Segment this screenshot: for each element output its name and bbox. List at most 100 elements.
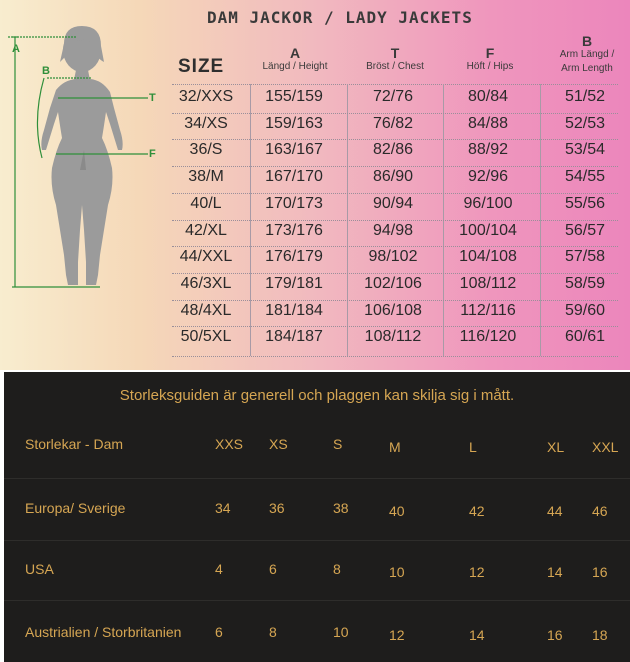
column-letter: A (289, 45, 301, 61)
row-divider (172, 139, 618, 141)
measurement-cell: 72/76 (372, 88, 414, 105)
body-measurement-figure: A B T F (8, 26, 156, 288)
measurement-cell: 155/159 (265, 88, 323, 105)
measurement-cell: 90/94 (372, 194, 414, 212)
size-label: XXS (215, 436, 244, 452)
size-cell: 44/XXL (179, 248, 233, 266)
measurement-cell: 80/84 (467, 88, 509, 105)
measurement-cell: 86/90 (372, 168, 414, 186)
row-divider (4, 600, 630, 601)
measurement-cell: 181/184 (265, 301, 323, 319)
measurement-cell: 104/108 (459, 248, 517, 266)
measurement-cell: 88/92 (467, 141, 509, 159)
measurement-cell: 159/163 (265, 114, 323, 132)
size-cell: 48/4XL (180, 301, 232, 319)
row-divider (172, 272, 618, 274)
measurement-cell: 59/60 (564, 301, 606, 319)
measurement-cell: 94/98 (372, 221, 414, 239)
measurement-cell: 92/96 (467, 168, 509, 186)
measurement-cell: 106/108 (364, 301, 422, 319)
measurement-cell: 102/106 (364, 274, 422, 292)
size-cell: 40/L (190, 194, 222, 212)
measurement-cell: 170/173 (265, 194, 323, 212)
size-value: 40 (389, 503, 405, 519)
column-header-chest: T Bröst / Chest (355, 46, 435, 74)
size-value: 36 (269, 500, 285, 516)
measurement-cell: 57/58 (564, 248, 606, 266)
measurement-cell: 58/59 (564, 274, 606, 292)
chart-title: DAM JACKOR / LADY JACKETS (207, 8, 473, 27)
row-divider (172, 219, 618, 221)
measurement-cell: 52/53 (564, 114, 606, 132)
size-cell: 38/M (188, 168, 224, 186)
size-value: 10 (389, 564, 405, 580)
size-cell: 32/XXS (178, 88, 234, 105)
figure-label-f: F (149, 148, 156, 160)
region-label: Europa/ Sverige (25, 500, 126, 516)
size-label: L (469, 439, 477, 455)
figure-label-t: T (149, 92, 156, 104)
measurement-cell: 179/181 (265, 274, 323, 292)
column-label: Höft / Hips (466, 61, 514, 72)
measurement-cell: 112/116 (460, 301, 516, 319)
size-value: 14 (547, 564, 563, 580)
size-value: 44 (547, 503, 563, 519)
measurement-cell: 167/170 (265, 168, 323, 186)
size-value: 16 (592, 564, 608, 580)
measurement-cell: 53/54 (564, 141, 606, 159)
measurement-cell: 100/104 (459, 221, 517, 239)
measurement-cell: 76/82 (372, 114, 414, 132)
size-cell: 50/5XL (180, 328, 232, 346)
column-letter: B (581, 33, 593, 49)
size-cell: 36/S (189, 141, 223, 159)
column-label: Arm Length (561, 63, 613, 74)
size-cell: 42/XL (185, 221, 227, 239)
measurement-cell: 51/52 (564, 88, 606, 105)
size-label: XL (547, 439, 565, 455)
size-value: 12 (389, 627, 405, 643)
size-label: XXL (592, 439, 619, 455)
column-label: Bröst / Chest (366, 61, 424, 72)
measurement-cell: 108/112 (459, 274, 517, 292)
size-guide-note: Storleksguiden är generell och plaggen k… (119, 387, 515, 404)
size-column-header: SIZE (178, 56, 225, 77)
column-header-height: A Längd / Height (254, 46, 336, 74)
size-label: M (389, 439, 401, 455)
column-header-hips: F Höft / Hips (450, 46, 530, 74)
size-conversion-panel: Storleksguiden är generell och plaggen k… (4, 372, 630, 662)
size-value: 6 (215, 624, 223, 640)
size-label: XS (269, 436, 288, 452)
row-divider (4, 478, 630, 479)
size-table: 32/XXS 155/159 72/76 80/84 51/52 34/XS 159/163… (172, 84, 618, 357)
size-value: 46 (592, 503, 608, 519)
table-border (172, 356, 618, 357)
measurement-cell: 98/102 (368, 248, 418, 266)
measurement-cell: 173/176 (265, 221, 323, 239)
size-value: 4 (215, 561, 223, 577)
size-value: 8 (333, 561, 341, 577)
row-divider (172, 326, 618, 328)
region-label: USA (25, 561, 54, 577)
measurement-cell: 96/100 (463, 194, 513, 212)
column-label: Arm Längd / (559, 49, 615, 60)
measurement-cell: 60/61 (564, 328, 606, 346)
figure-label-a: A (12, 43, 20, 55)
measurement-cell: 82/86 (372, 141, 414, 159)
row-divider (172, 299, 618, 301)
measurement-lines (8, 36, 148, 288)
measurement-cell: 55/56 (564, 194, 606, 212)
measurement-cell: 176/179 (265, 248, 323, 266)
size-cell: 46/3XL (180, 274, 232, 292)
row-divider (4, 540, 630, 541)
row-divider (172, 192, 618, 194)
figure-label-b: B (42, 65, 50, 77)
size-value: 34 (215, 500, 231, 516)
size-chart-panel: A B T F DAM JACKOR / LADY JACKETS SIZE A… (0, 0, 630, 370)
size-value: 18 (592, 627, 608, 643)
female-silhouette (41, 26, 123, 285)
row-divider (172, 112, 618, 114)
measurement-cell: 184/187 (265, 328, 323, 346)
size-value: 10 (333, 624, 349, 640)
size-value: 38 (333, 500, 349, 516)
column-letter: T (390, 45, 400, 61)
